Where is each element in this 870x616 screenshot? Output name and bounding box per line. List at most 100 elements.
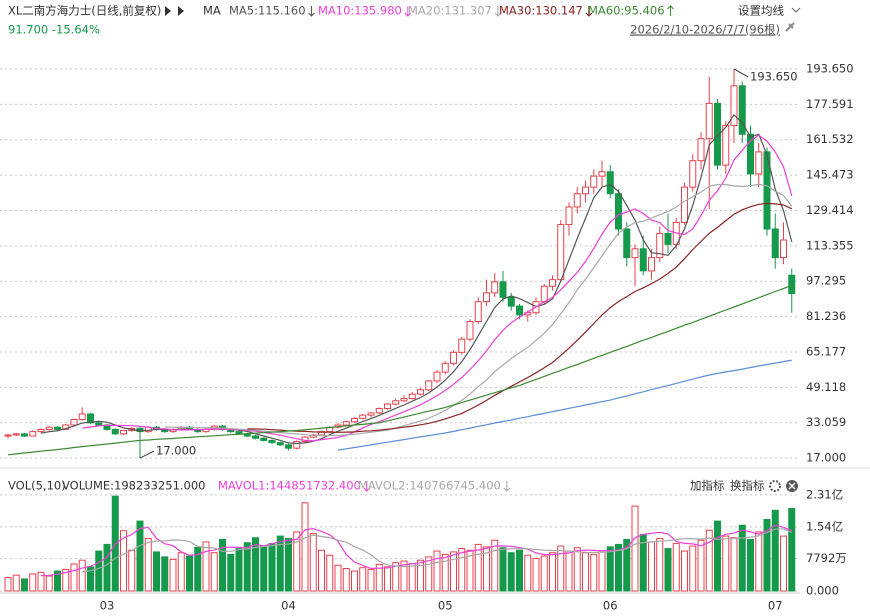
volume-bar	[268, 543, 276, 592]
candle-body	[417, 389, 424, 395]
x-tick-label: 07	[768, 599, 783, 613]
annotation-label: 17.000	[156, 444, 196, 458]
candle-body	[425, 380, 433, 391]
y-tick-label: 0.000	[806, 584, 839, 598]
y-tick-label: 2.31亿	[806, 487, 843, 501]
candle-body	[441, 362, 449, 373]
candle-body	[342, 421, 350, 426]
volume-bar	[70, 563, 78, 592]
candle-body	[656, 232, 664, 259]
x-tick-label: 04	[281, 599, 296, 613]
volume-bar	[260, 545, 268, 592]
volume-bar	[227, 553, 235, 592]
volume-bar	[326, 554, 334, 592]
date-range[interactable]: 2026/2/10-2026/7/7(96根)	[630, 23, 780, 37]
volume-bar	[12, 574, 20, 592]
candle-body	[648, 257, 655, 272]
volume-bar	[4, 577, 12, 592]
ma-settings[interactable]: 设置均线	[738, 4, 784, 18]
volume-bar	[120, 530, 127, 592]
volume-bar	[367, 568, 375, 592]
candle-body	[293, 441, 301, 449]
y-tick-label: 33.059	[806, 415, 846, 429]
candle-body	[466, 321, 474, 340]
volume-bar	[499, 547, 507, 592]
x-tick-label: 05	[438, 599, 453, 613]
volume-bar	[128, 549, 136, 592]
ma-line	[247, 202, 793, 433]
candle-body	[54, 426, 61, 430]
volume-bar	[425, 556, 433, 592]
volume-bar	[458, 548, 466, 592]
candle-body	[788, 274, 796, 295]
candle-body	[95, 422, 103, 426]
annotation-line	[733, 68, 749, 78]
volume-bar	[169, 558, 177, 592]
volume-bar	[557, 545, 565, 592]
candle-body	[252, 435, 259, 439]
candle-body	[70, 419, 78, 426]
volume-bar	[400, 560, 408, 592]
volume-bar	[103, 543, 111, 592]
volume-bar	[573, 547, 581, 592]
volume-bar	[334, 564, 342, 592]
volume-bar	[507, 552, 515, 592]
candle-body	[483, 292, 490, 303]
candle-body	[771, 228, 779, 259]
candle-body	[4, 434, 12, 437]
candle-body	[474, 301, 482, 323]
candle-body	[689, 160, 697, 188]
candle-body	[359, 414, 367, 419]
candle-body	[615, 193, 622, 230]
candle-body	[21, 433, 28, 437]
candle-body	[631, 248, 639, 259]
y-tick-label: 49.118	[806, 380, 846, 394]
volume-bar	[681, 550, 688, 592]
volume-bar	[210, 552, 218, 592]
play-icon[interactable]	[178, 6, 184, 16]
volume-bar	[194, 546, 202, 592]
volume-bar	[309, 533, 317, 592]
add-indicator[interactable]: 加指标	[690, 479, 725, 493]
volume-bar	[590, 553, 598, 592]
volume-bar	[144, 538, 152, 592]
volume-bar	[219, 538, 226, 592]
switch-indicator[interactable]: 换指标	[730, 479, 765, 493]
dropdown-icon[interactable]	[791, 7, 801, 13]
ma-line	[7, 284, 793, 456]
candle-body	[392, 400, 400, 405]
candle-body	[780, 239, 787, 259]
volume-bar	[780, 535, 787, 592]
candle-body	[260, 437, 268, 441]
close-x	[788, 482, 796, 490]
volume-bar	[136, 520, 144, 592]
legend-entry: MA5:115.160	[229, 4, 306, 18]
y-tick-label: 161.532	[806, 132, 854, 146]
candle-body	[722, 124, 730, 166]
candle-body	[705, 102, 713, 140]
volume-bar	[648, 541, 655, 592]
pin-icon[interactable]	[785, 22, 795, 32]
legend-entry: MAVOL2:140766745.400	[358, 479, 501, 493]
candle-body	[268, 439, 276, 444]
volume-bar	[202, 541, 210, 592]
candle-body	[235, 431, 243, 435]
candle-body	[499, 281, 507, 298]
volume-bar	[524, 554, 532, 592]
candle-body	[450, 351, 457, 364]
candle-body	[351, 417, 358, 423]
candle-body	[433, 371, 441, 382]
volume-bar	[738, 524, 746, 592]
volume-bar	[582, 552, 589, 592]
y-tick-label: 193.650	[806, 61, 854, 75]
volume-bar	[285, 538, 292, 592]
volume-bar	[177, 552, 185, 592]
price-change: 91.700 -15.64%	[8, 23, 100, 37]
candle-body	[458, 338, 466, 353]
volume-bar	[161, 556, 169, 592]
volume-bar	[730, 537, 738, 592]
volume-bar	[532, 558, 540, 592]
gear-icon[interactable]	[769, 480, 781, 492]
play-icon[interactable]	[165, 6, 171, 16]
